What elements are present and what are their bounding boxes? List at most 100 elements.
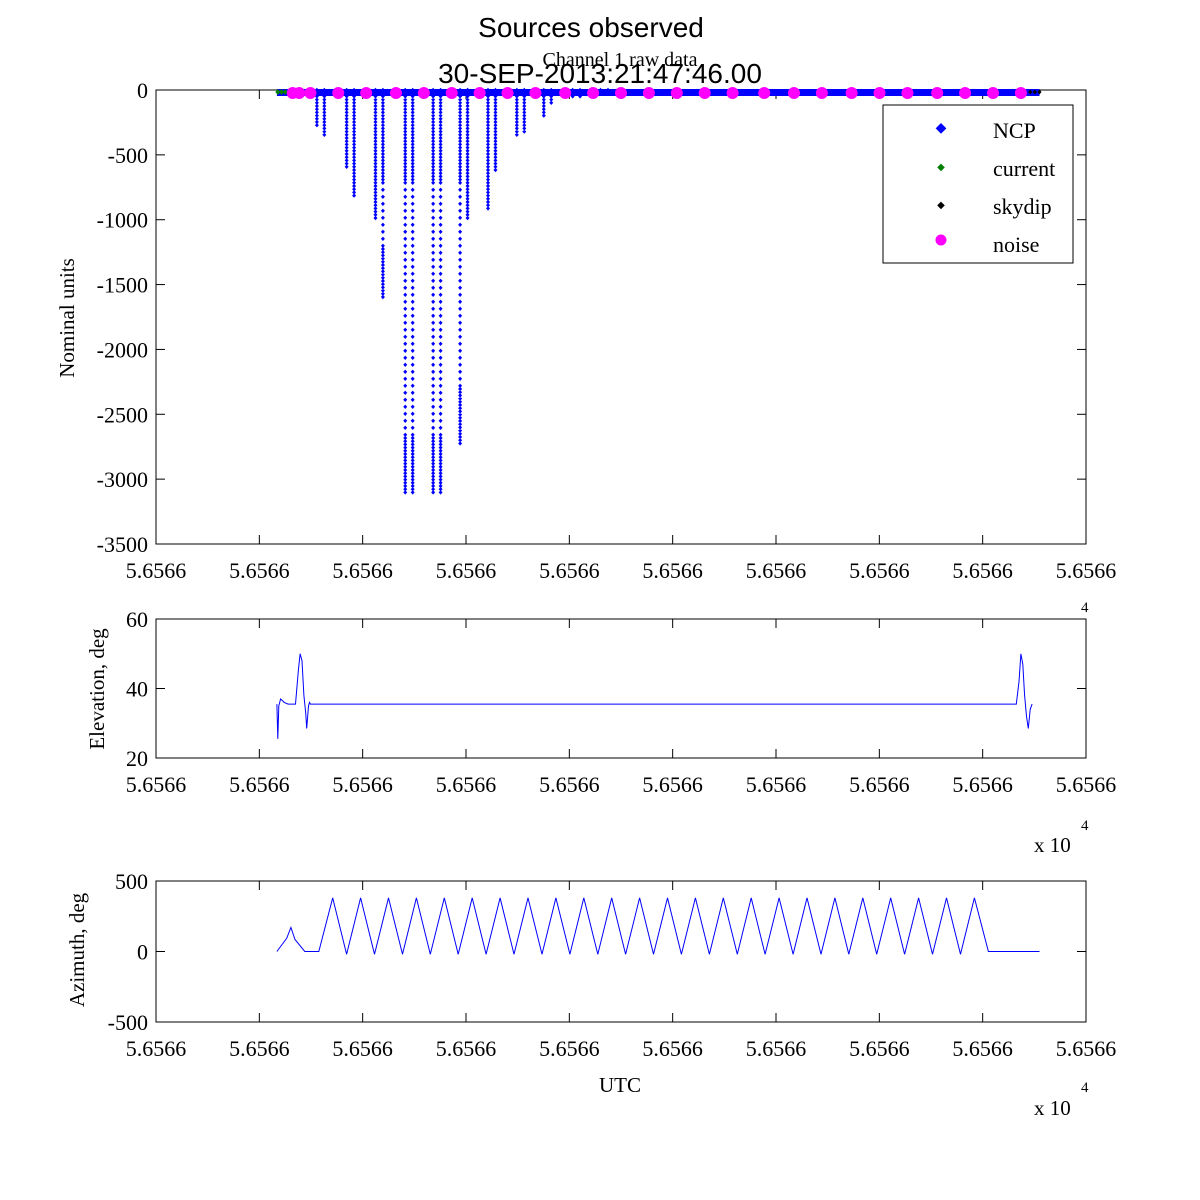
skydip-point	[1028, 89, 1033, 95]
panel1-data	[275, 87, 1042, 495]
ytick-label: 0	[137, 940, 148, 965]
noise-point	[1014, 87, 1027, 99]
ytick-label: -1000	[97, 208, 148, 233]
ytick-label: -3000	[97, 467, 148, 492]
ytick-label: -500	[108, 143, 148, 168]
ytick-label: -2500	[97, 402, 148, 427]
noise-point	[642, 87, 655, 99]
ncp-dip-column	[438, 87, 443, 495]
xtick-label: 5.6566	[436, 1036, 497, 1061]
ncp-dip-column	[486, 87, 491, 211]
ncp-baseline-band	[276, 89, 1040, 96]
noise-point	[698, 87, 711, 99]
xtick-label: 5.6566	[126, 772, 187, 797]
noise-point	[758, 87, 771, 99]
noise-point	[529, 87, 542, 99]
xtick-label: 5.6566	[642, 558, 703, 583]
legend-noise-marker	[935, 234, 947, 246]
legend-current: current	[993, 156, 1055, 181]
panel2-exponent: 4	[1081, 818, 1089, 834]
ytick-label: 500	[115, 869, 148, 894]
ytick-label: 40	[126, 677, 148, 702]
ncp-dip-column	[410, 87, 415, 495]
noise-point	[293, 87, 306, 99]
xtick-label: 5.6566	[436, 772, 497, 797]
ytick-label: -3500	[97, 532, 148, 557]
panel2-frame	[155, 618, 1087, 759]
ncp-dip-column	[314, 87, 319, 128]
legend-skydip: skydip	[993, 194, 1052, 219]
noise-point	[304, 87, 317, 99]
xtick-label: 5.6566	[746, 772, 807, 797]
ytick-label: -500	[108, 1010, 148, 1035]
ytick-label: 60	[126, 607, 148, 632]
xtick-label: 5.6566	[1056, 558, 1117, 583]
noise-point	[559, 87, 572, 99]
ncp-dip-column	[541, 87, 546, 118]
ytick-label: 20	[126, 746, 148, 771]
xtick-label: 5.6566	[126, 1036, 187, 1061]
xtick-label: 5.6566	[849, 772, 910, 797]
legend-noise: noise	[993, 232, 1039, 257]
xtick-label: 5.6566	[952, 558, 1013, 583]
panel2-ylabel: Elevation, deg	[85, 628, 109, 750]
current-point	[275, 89, 281, 95]
noise-point	[670, 87, 683, 99]
panel3-frame	[155, 880, 1087, 1023]
noise-point	[873, 87, 886, 99]
panel3-xlabel: UTC	[599, 1073, 641, 1097]
noise-point	[845, 87, 858, 99]
xtick-label: 5.6566	[332, 1036, 393, 1061]
xtick-label: 5.6566	[539, 1036, 600, 1061]
panel1-ticks: 0-500-1000-1500-2000-2500-3000-35005.656…	[97, 78, 1117, 583]
panel3-multiplier: x 10	[1034, 1096, 1071, 1120]
xtick-label: 5.6566	[229, 772, 290, 797]
ncp-dip-column	[352, 87, 357, 198]
ncp-dip-column	[598, 87, 603, 96]
ncp-dip-column	[570, 87, 575, 99]
panel1-title: Channel 1 raw data	[543, 49, 698, 71]
skydip-point	[1032, 89, 1037, 95]
ncp-dip-column	[373, 87, 378, 221]
panel3-data	[276, 897, 1040, 955]
ncp-dip-column	[549, 87, 554, 105]
ncp-dip-column	[322, 87, 327, 137]
panel3-ylabel: Azimuth, deg	[65, 892, 89, 1007]
noise-point	[726, 87, 739, 99]
current-point	[279, 89, 285, 95]
elevation-line	[276, 653, 1033, 739]
noise-point	[332, 87, 345, 99]
xtick-label: 5.6566	[1056, 772, 1117, 797]
panel2-data	[276, 653, 1033, 739]
ncp-dip-column	[578, 87, 583, 99]
xtick-label: 5.6566	[746, 1036, 807, 1061]
panel-raw-data: 0-500-1000-1500-2000-2500-3000-35005.656…	[55, 78, 1116, 583]
ncp-dip-column	[458, 87, 463, 446]
noise-point	[987, 87, 999, 99]
noise-point	[445, 87, 458, 99]
azimuth-line	[276, 897, 1040, 955]
ncp-dip-column	[344, 87, 349, 169]
ytick-label: 0	[137, 78, 148, 103]
xtick-label: 5.6566	[1056, 1036, 1117, 1061]
noise-point	[815, 87, 828, 99]
legend-ncp-marker: ◆	[936, 121, 947, 136]
noise-point	[473, 87, 486, 99]
xtick-label: 5.6566	[746, 558, 807, 583]
ytick-label: -1500	[97, 273, 148, 298]
ncp-dip-column	[605, 87, 610, 96]
panel2-exp-top: 4	[1081, 600, 1089, 616]
legend: ◆ NCP ◆ current ◆ skydip noise	[882, 104, 1074, 264]
panel3-exponent: 4	[1081, 1080, 1089, 1096]
xtick-label: 5.6566	[539, 558, 600, 583]
legend-box	[882, 104, 1074, 264]
legend-current-marker: ◆	[937, 162, 945, 173]
noise-point	[931, 87, 944, 99]
ncp-dip-column	[431, 87, 436, 495]
current-point	[282, 89, 288, 95]
